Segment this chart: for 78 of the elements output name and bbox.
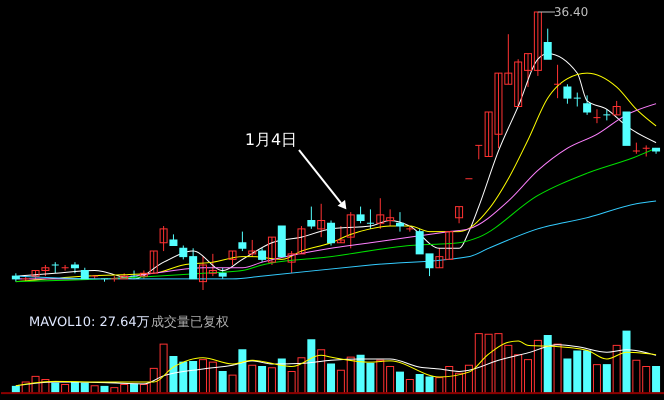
candlestick <box>336 226 345 244</box>
bar <box>238 349 246 394</box>
bar <box>524 359 532 394</box>
candlestick <box>160 226 168 252</box>
candlestick <box>474 144 483 160</box>
candlestick <box>41 264 50 277</box>
bar <box>327 364 336 394</box>
bar <box>494 333 502 394</box>
bar <box>563 358 572 394</box>
candlestick <box>524 53 532 88</box>
candlestick <box>346 212 355 249</box>
candlestick <box>426 253 434 277</box>
candlestick <box>602 108 611 121</box>
candlestick <box>169 234 178 246</box>
candlestick <box>198 256 207 290</box>
candlestick <box>554 64 562 99</box>
candlestick <box>642 144 650 158</box>
bar <box>248 364 256 394</box>
candlestick <box>592 108 601 124</box>
bar <box>218 370 227 394</box>
candlestick <box>208 253 217 277</box>
bar <box>278 358 286 394</box>
candlestick <box>238 231 246 252</box>
bar <box>258 366 266 394</box>
candlestick <box>612 100 621 116</box>
candlestick <box>534 11 542 76</box>
bar <box>602 364 611 394</box>
bar <box>160 344 168 394</box>
bar <box>416 374 424 394</box>
text: MAVOL10: 27.64万 <box>29 315 150 330</box>
candlestick <box>455 206 464 224</box>
candlestick <box>583 94 592 116</box>
text: 成交量已复权 <box>151 314 229 330</box>
bar <box>534 340 542 394</box>
bar <box>356 354 365 394</box>
bar <box>554 344 562 394</box>
candlestick <box>544 28 552 60</box>
bar <box>622 330 631 394</box>
candlestick <box>51 262 60 274</box>
candlestick <box>80 267 89 280</box>
bar <box>288 370 296 394</box>
bar <box>228 374 237 394</box>
annotation: 1月4日 <box>244 130 298 149</box>
annotation: 36.40 <box>554 4 588 19</box>
bar <box>612 344 621 394</box>
candlestick <box>366 208 374 230</box>
candlestick <box>297 226 306 254</box>
candlestick <box>632 142 640 154</box>
bar <box>317 349 326 394</box>
bar <box>208 362 217 394</box>
candlestick <box>268 236 276 266</box>
candlestick <box>70 262 79 274</box>
candlestick <box>248 239 256 258</box>
candlestick <box>396 212 404 232</box>
bar <box>652 366 660 394</box>
bar <box>396 372 404 394</box>
candlestick <box>327 220 336 246</box>
candlestick <box>258 248 266 263</box>
candlestick <box>356 206 365 224</box>
candlestick <box>416 228 424 254</box>
candlestick <box>228 250 237 266</box>
candlestick <box>494 72 502 149</box>
bar <box>268 367 276 394</box>
bar <box>366 362 374 394</box>
candlestick <box>573 92 582 107</box>
bar <box>307 339 316 394</box>
candlestick <box>563 84 572 104</box>
bar <box>297 357 306 394</box>
candlestick <box>484 112 493 158</box>
bar <box>426 376 434 394</box>
candlestick <box>307 206 316 230</box>
candlestick <box>317 203 326 238</box>
bar <box>592 364 601 394</box>
bar <box>169 356 178 394</box>
bar <box>544 334 552 394</box>
bar <box>198 359 207 394</box>
candlestick <box>218 267 227 280</box>
candlestick <box>288 250 296 274</box>
